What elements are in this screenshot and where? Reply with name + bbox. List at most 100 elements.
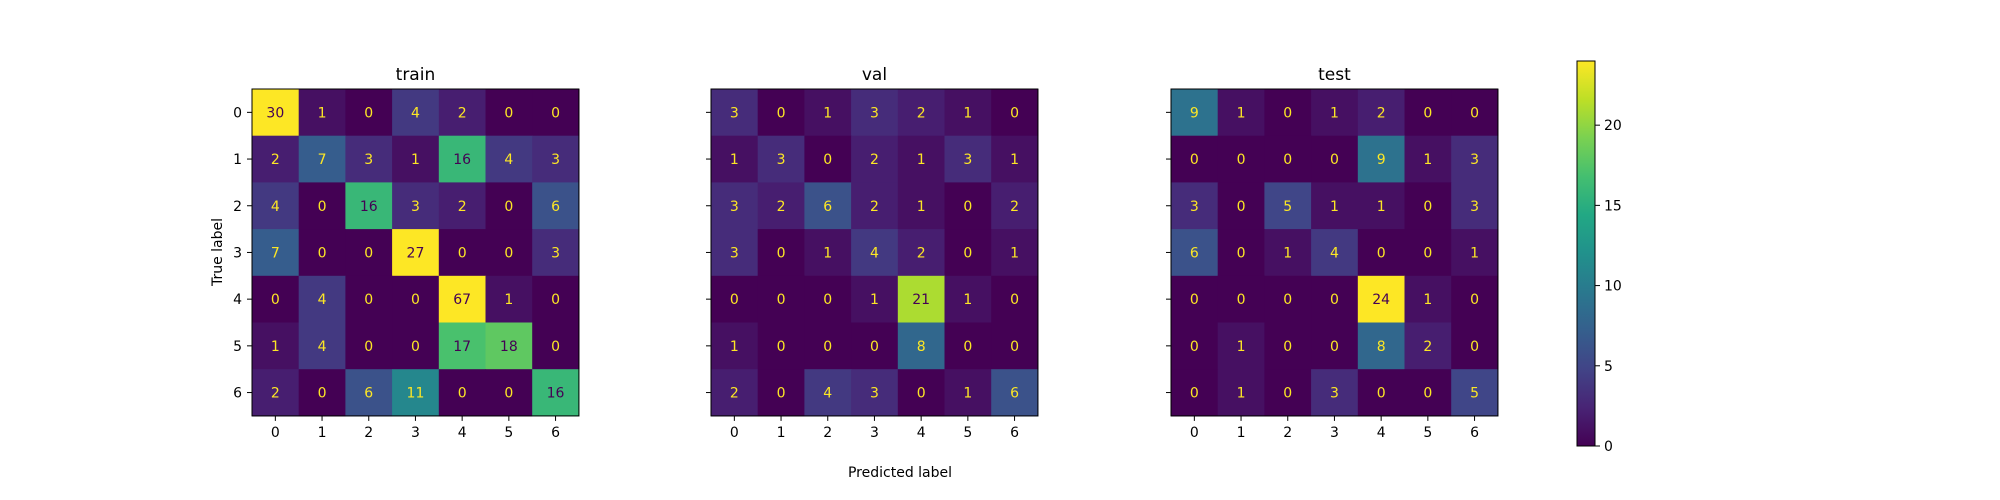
cell-label: 0	[411, 339, 420, 355]
cell-r0-c0	[1171, 89, 1219, 137]
x-tick-label: 1	[777, 425, 786, 441]
cell-label: 0	[1010, 105, 1019, 121]
cell-label: 0	[1237, 292, 1246, 308]
cell-r4-c2	[804, 275, 852, 324]
cell-r6-c6	[1451, 369, 1499, 417]
cell-r2-c4	[438, 182, 487, 230]
x-tick-label: 1	[318, 425, 327, 441]
cell-r4-c3	[1311, 275, 1359, 324]
cell-label: 3	[730, 245, 739, 261]
cell-r2-c0	[252, 182, 300, 230]
cell-r0-c2	[1264, 89, 1312, 137]
cell-label: 2	[1010, 199, 1019, 215]
cell-r4-c0	[711, 275, 759, 324]
cell-r0-c6	[991, 89, 1039, 137]
cell-label: 30	[266, 105, 284, 121]
y-tick-label: 3	[233, 245, 242, 261]
cell-r6-c5	[1404, 369, 1452, 417]
cell-r1-c2	[804, 135, 852, 183]
cell-label: 0	[777, 245, 786, 261]
cell-r1-c6	[991, 135, 1039, 183]
cell-label: 0	[1423, 199, 1432, 215]
cell-r4-c5	[944, 275, 992, 324]
cell-r3-c6	[991, 229, 1039, 277]
cell-label: 0	[777, 386, 786, 402]
cell-r4-c1	[298, 275, 346, 324]
cell-label: 8	[1377, 339, 1386, 355]
cell-r5-c0	[711, 322, 759, 370]
cell-label: 4	[1330, 245, 1339, 261]
cell-r0-c0	[711, 89, 759, 137]
cell-label: 2	[917, 105, 926, 121]
colorbar: 0 5 10 15 20	[1576, 60, 1622, 455]
cell-label: 0	[777, 292, 786, 308]
cell-label: 1	[1330, 105, 1339, 121]
cell-label: 0	[1470, 292, 1479, 308]
y-tick-label: 6	[233, 386, 242, 402]
x-tick-label: 6	[551, 425, 560, 441]
cell-label: 3	[1470, 152, 1479, 168]
x-tick-label: 2	[1283, 425, 1292, 441]
cell-label: 6	[1010, 386, 1019, 402]
cell-label: 4	[318, 339, 327, 355]
cell-label: 6	[551, 199, 560, 215]
cell-label: 2	[870, 199, 879, 215]
cell-r6-c2	[804, 369, 852, 417]
cell-r5-c3	[851, 322, 899, 370]
x-tick-label: 6	[1470, 425, 1479, 441]
cell-label: 0	[364, 105, 373, 121]
cell-label: 4	[318, 292, 327, 308]
cell-label: 1	[1010, 245, 1019, 261]
cell-r6-c6	[532, 369, 580, 417]
cell-r6-c1	[757, 369, 805, 417]
cell-r5-c3	[392, 322, 440, 370]
cell-label: 6	[364, 386, 373, 402]
cell-label: 0	[1330, 339, 1339, 355]
cell-label: 0	[963, 339, 972, 355]
cell-r2-c0	[711, 182, 759, 230]
cell-label: 0	[963, 245, 972, 261]
cell-r5-c1	[757, 322, 805, 370]
cell-r4-c6	[532, 275, 580, 324]
x-tick-label: 4	[458, 425, 467, 441]
cell-r2-c1	[298, 182, 346, 230]
cell-r3-c5	[944, 229, 992, 277]
cell-r5-c5	[1404, 322, 1452, 370]
cell-label: 5	[1470, 386, 1479, 402]
y-tick-label: 2	[233, 199, 242, 215]
cell-label: 67	[453, 292, 471, 308]
cell-r1-c3	[851, 135, 899, 183]
cell-r2-c1	[1217, 182, 1265, 230]
cell-r4-c2	[1264, 275, 1312, 324]
cell-label: 3	[963, 152, 972, 168]
cell-r1-c3	[1311, 135, 1359, 183]
cell-label: 0	[364, 292, 373, 308]
x-tick-label: 5	[963, 425, 972, 441]
cell-r3-c5	[1404, 229, 1452, 277]
cell-r5-c6	[1451, 322, 1499, 370]
cell-label: 1	[823, 245, 832, 261]
cell-label: 16	[547, 386, 565, 402]
cell-label: 17	[453, 339, 471, 355]
cell-r4-c1	[757, 275, 805, 324]
cell-r5-c3	[1311, 322, 1359, 370]
cell-r1-c0	[1171, 135, 1219, 183]
cell-r1-c3	[392, 135, 440, 183]
cell-r0-c3	[1311, 89, 1359, 137]
cell-label: 16	[360, 199, 378, 215]
cell-label: 7	[271, 245, 280, 261]
cell-label: 0	[823, 339, 832, 355]
cell-r6-c1	[1217, 369, 1265, 417]
x-tick-label: 3	[1330, 425, 1339, 441]
cell-label: 0	[1190, 339, 1199, 355]
cell-label: 1	[1423, 152, 1432, 168]
cell-label: 1	[730, 152, 739, 168]
cell-label: 3	[551, 152, 560, 168]
cell-label: 0	[1237, 245, 1246, 261]
cell-r2-c6	[991, 182, 1039, 230]
cell-label: 0	[1423, 386, 1432, 402]
y-tick-label: 5	[233, 339, 242, 355]
cell-r5-c4	[438, 322, 487, 370]
